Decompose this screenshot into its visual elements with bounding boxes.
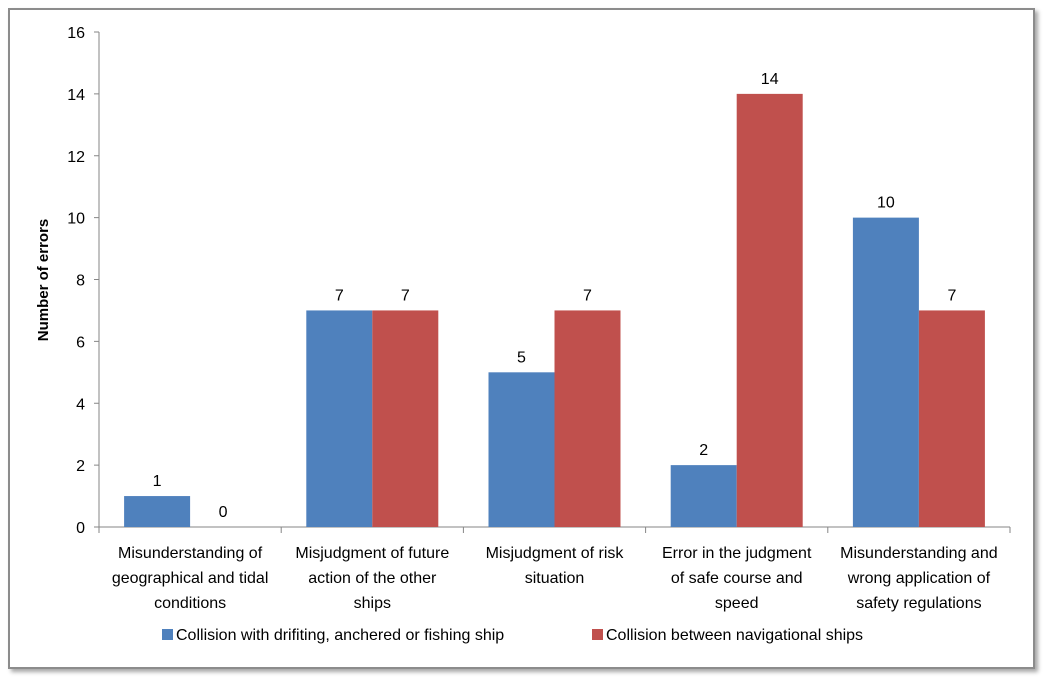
data-label: 14 [761, 71, 779, 88]
category-label: action of the other [308, 570, 437, 587]
y-tick-label: 12 [67, 149, 85, 166]
legend: Collision with drifiting, anchered or fi… [162, 627, 863, 644]
data-label: 7 [335, 287, 344, 304]
data-label: 5 [517, 349, 526, 366]
category-label: Misunderstanding and [840, 545, 997, 562]
data-label: 10 [877, 195, 895, 212]
legend-label: Collision with drifiting, anchered or fi… [176, 627, 504, 644]
y-tick-label: 10 [67, 211, 85, 228]
bar [124, 496, 191, 527]
y-tick-label: 14 [67, 87, 85, 104]
category-label: wrong application of [847, 570, 991, 587]
y-tick-label: 8 [76, 273, 85, 290]
y-tick-label: 4 [76, 396, 85, 413]
bar [918, 310, 985, 527]
data-label: 2 [699, 442, 708, 459]
category-labels: Misunderstanding of geographical and tida… [112, 545, 998, 612]
category-label: of safe course and [671, 570, 803, 587]
data-label: 7 [947, 287, 956, 304]
y-tick-label: 6 [76, 334, 85, 351]
bar [554, 310, 621, 527]
data-label: 1 [153, 473, 162, 490]
bar [736, 93, 803, 527]
data-label: 0 [219, 504, 228, 521]
category-label: situation [525, 570, 585, 587]
bar [670, 465, 737, 527]
y-axis-title: Number of errors [35, 219, 52, 342]
category-label: speed [715, 595, 759, 612]
category-label: conditions [154, 595, 226, 612]
bar [852, 217, 919, 527]
category-label: Error in the judgment [662, 545, 812, 562]
category-label: Misjudgment of future [295, 545, 449, 562]
bar [488, 372, 555, 527]
bars [124, 93, 985, 527]
data-label: 7 [401, 287, 410, 304]
y-tick-label: 0 [76, 520, 85, 537]
y-tick-label: 16 [67, 25, 85, 42]
category-label: geographical and tidal [112, 570, 269, 587]
category-label: Misjudgment of risk [486, 545, 625, 562]
category-label: safety regulations [856, 595, 981, 612]
data-label: 7 [583, 287, 592, 304]
category-label: ships [354, 595, 391, 612]
legend-label: Collision between navigational ships [606, 627, 863, 644]
y-tick-label: 2 [76, 458, 85, 475]
legend-swatch [592, 629, 603, 640]
bar [372, 310, 439, 527]
bar [306, 310, 373, 527]
legend-swatch [162, 629, 173, 640]
category-label: Misunderstanding of [118, 545, 263, 562]
